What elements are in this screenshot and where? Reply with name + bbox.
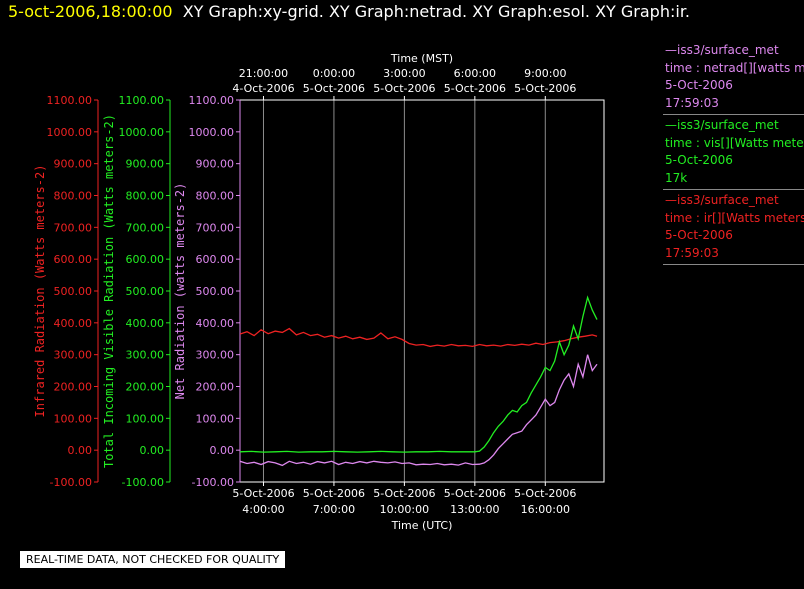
y-tick-label: 500.00 xyxy=(126,285,165,298)
top-tick-date: 5-Oct-2006 xyxy=(514,82,576,95)
legend-date: 5-Oct-2006 xyxy=(665,228,733,242)
y-tick-label: -100.00 xyxy=(122,476,164,489)
bottom-tick-time: 4:00:00 xyxy=(242,503,284,516)
graph-list: XY Graph:xy-grid. XY Graph:netrad. XY Gr… xyxy=(182,2,691,21)
y-tick-label: -100.00 xyxy=(192,476,234,489)
top-tick-time: 6:00:00 xyxy=(454,67,496,80)
y-tick-label: 1000.00 xyxy=(189,126,235,139)
y-tick-label: 500.00 xyxy=(54,285,93,298)
legend-time: 17:59:03 xyxy=(665,245,719,260)
graph-title-bar: 5-oct-2006,18:00:00 XY Graph:xy-grid. XY… xyxy=(8,2,690,21)
y-tick-label: 800.00 xyxy=(196,190,235,203)
top-tick-date: 5-Oct-2006 xyxy=(444,82,506,95)
y-tick-label: 0.00 xyxy=(68,444,93,457)
bottom-tick-time: 13:00:00 xyxy=(450,503,499,516)
legend-source: —iss3/surface_met xyxy=(665,193,779,207)
y-tick-label: 1100.00 xyxy=(189,94,235,107)
top-tick-time: 9:00:00 xyxy=(524,67,566,80)
y-tick-label: 1000.00 xyxy=(47,126,93,139)
y-tick-label: -100.00 xyxy=(50,476,92,489)
bottom-tick-date: 5-Oct-2006 xyxy=(514,487,576,500)
series-line-netrad xyxy=(240,354,598,467)
y-tick-label: 100.00 xyxy=(54,412,93,425)
y-tick-label: 100.00 xyxy=(126,412,165,425)
y-tick-label: 200.00 xyxy=(196,381,235,394)
y-tick-label: 100.00 xyxy=(196,412,235,425)
y-tick-label: 1000.00 xyxy=(119,126,165,139)
top-tick-time: 21:00:00 xyxy=(239,67,288,80)
y-tick-label: 800.00 xyxy=(126,190,165,203)
y-tick-label: 1100.00 xyxy=(47,94,93,107)
legend-date: 5-Oct-2006 xyxy=(665,78,733,92)
legend-source: —iss3/surface_met xyxy=(665,43,779,57)
legend-time: 17k xyxy=(665,170,688,185)
bottom-tick-date: 5-Oct-2006 xyxy=(373,487,435,500)
legend-field: time : netrad[][watts meters-2] xyxy=(665,60,804,75)
bottom-tick-time: 7:00:00 xyxy=(313,503,355,516)
y-tick-label: 300.00 xyxy=(54,349,93,362)
top-tick-date: 5-Oct-2006 xyxy=(373,82,435,95)
y-tick-label: 1100.00 xyxy=(119,94,165,107)
plot-frame xyxy=(239,99,605,483)
y-tick-label: 900.00 xyxy=(196,158,235,171)
y-tick-label: 400.00 xyxy=(126,317,165,330)
y-tick-label: 900.00 xyxy=(54,158,93,171)
y-tick-label: 900.00 xyxy=(126,158,165,171)
bottom-tick-time: 10:00:00 xyxy=(380,503,429,516)
y-tick-label: 0.00 xyxy=(140,444,165,457)
y-axis-label: Net Radiation (watts meters-2) xyxy=(173,183,187,400)
legend-date: 5-Oct-2006 xyxy=(665,153,733,167)
y-tick-label: 600.00 xyxy=(54,253,93,266)
y-tick-label: 700.00 xyxy=(126,221,165,234)
top-tick-time: 3:00:00 xyxy=(383,67,425,80)
top-tick-time: 0:00:00 xyxy=(313,67,355,80)
y-tick-label: 700.00 xyxy=(196,221,235,234)
top-tick-date: 4-Oct-2006 xyxy=(232,82,294,95)
y-tick-label: 600.00 xyxy=(126,253,165,266)
legend-time: 17:59:03 xyxy=(665,95,719,110)
legend-field: time : vis[][Watts meters-2] xyxy=(665,135,804,150)
y-tick-label: 600.00 xyxy=(196,253,235,266)
timestamp: 5-oct-2006,18:00:00 xyxy=(8,2,173,21)
y-tick-label: 400.00 xyxy=(196,317,235,330)
series-line-vis xyxy=(240,295,598,453)
y-tick-label: 300.00 xyxy=(126,349,165,362)
quality-notice: REAL-TIME DATA, NOT CHECKED FOR QUALITY xyxy=(20,551,286,568)
bottom-tick-date: 5-Oct-2006 xyxy=(232,487,294,500)
y-tick-label: 300.00 xyxy=(196,349,235,362)
top-axis-label: Time (MST) xyxy=(390,52,453,65)
legend-field: time : ir[][Watts meters-2] xyxy=(665,210,804,225)
bottom-tick-time: 16:00:00 xyxy=(521,503,570,516)
y-tick-label: 200.00 xyxy=(126,381,165,394)
series-line-ir xyxy=(240,327,598,348)
bottom-tick-date: 5-Oct-2006 xyxy=(444,487,506,500)
y-tick-label: 0.00 xyxy=(210,444,235,457)
y-axis-label: Infrared Radiation (Watts meters-2) xyxy=(33,165,47,418)
bottom-tick-date: 5-Oct-2006 xyxy=(303,487,365,500)
y-tick-label: 400.00 xyxy=(54,317,93,330)
y-tick-label: 500.00 xyxy=(196,285,235,298)
y-tick-label: 200.00 xyxy=(54,381,93,394)
bottom-axis-label: Time (UTC) xyxy=(391,519,453,532)
y-axis-label: Total Incoming Visible Radiation (Watts … xyxy=(102,114,116,468)
legend-source: —iss3/surface_met xyxy=(665,118,779,132)
top-tick-date: 5-Oct-2006 xyxy=(303,82,365,95)
y-tick-label: 700.00 xyxy=(54,221,93,234)
y-tick-label: 800.00 xyxy=(54,190,93,203)
